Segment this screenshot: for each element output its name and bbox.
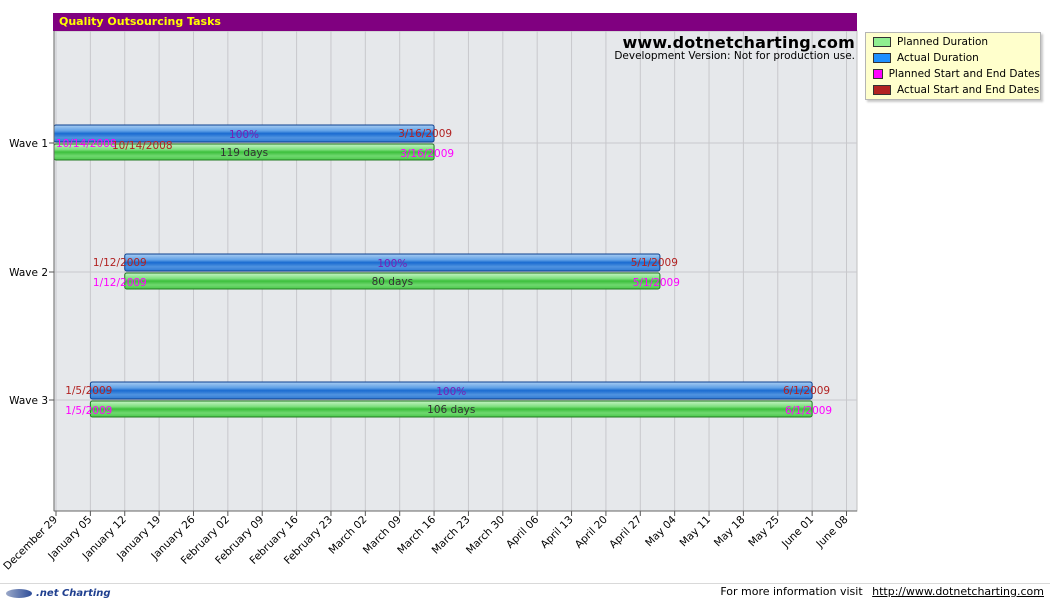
- chart-title-bar: Quality Outsourcing Tasks: [53, 13, 857, 31]
- planned-end-date-label: 5/1/2009: [633, 277, 680, 289]
- x-tick-label: April 06: [504, 513, 541, 550]
- logo-text: .net Charting: [36, 587, 111, 599]
- actual-duration-bar: [124, 253, 661, 272]
- y-category-label: Wave 2: [9, 267, 48, 279]
- percent-complete-label: 100%: [436, 386, 466, 398]
- bar-labels: 100% 119 days 3/16/2009 3/16/2009 10/14/2008…: [56, 128, 832, 417]
- legend-label: Actual Duration: [897, 52, 979, 64]
- legend-swatch: [873, 69, 883, 79]
- percent-complete-label: 100%: [377, 258, 407, 270]
- x-tick-label: April 20: [573, 514, 610, 551]
- planned-end-date-label: 3/16/2009: [400, 148, 454, 160]
- actual-start-date-label: 10/14/2008: [112, 140, 173, 152]
- legend-swatch: [873, 85, 891, 95]
- y-category-label: Wave 1: [9, 138, 48, 150]
- logo-swoosh-icon: [6, 588, 32, 598]
- actual-duration-bar: [89, 381, 813, 400]
- bars: [54, 124, 813, 418]
- legend: Planned Duration Actual Duration Planned…: [865, 32, 1041, 100]
- legend-swatch: [873, 53, 891, 63]
- duration-label: 106 days: [427, 404, 475, 416]
- x-tick-label: April 27: [607, 514, 644, 551]
- planned-start-date-label: 1/5/2009: [65, 405, 112, 417]
- chart-title: Quality Outsourcing Tasks: [59, 15, 221, 28]
- y-category-label: Wave 3: [9, 395, 48, 407]
- footer-info: For more information visit http://www.do…: [720, 585, 1044, 598]
- x-tick-label: April 13: [538, 514, 575, 551]
- planned-start-date-label: 10/14/2008: [56, 138, 117, 150]
- duration-label: 80 days: [372, 276, 413, 288]
- legend-label: Actual Start and End Dates: [897, 84, 1040, 96]
- legend-item-actual-duration: Actual Duration: [866, 50, 1040, 66]
- planned-duration-bar: [124, 272, 661, 290]
- percent-complete-label: 100%: [229, 129, 259, 141]
- legend-label: Planned Start and End Dates: [888, 68, 1040, 80]
- x-tick-label: June 08: [813, 514, 850, 551]
- actual-end-date-label: 3/16/2009: [398, 128, 452, 140]
- legend-item-planned-dates: Planned Start and End Dates: [866, 66, 1040, 82]
- footer-link[interactable]: http://www.dotnetcharting.com: [872, 585, 1044, 598]
- duration-label: 119 days: [220, 147, 268, 159]
- x-tick-label: May 11: [678, 514, 714, 550]
- planned-start-date-label: 1/12/2009: [93, 277, 147, 289]
- planned-duration-bar: [54, 143, 435, 161]
- actual-duration-bar: [54, 124, 435, 143]
- development-note: Development Version: Not for production …: [614, 50, 855, 62]
- actual-end-date-label: 5/1/2009: [631, 257, 678, 269]
- legend-swatch: [873, 37, 891, 47]
- actual-start-date-label: 1/5/2009: [65, 385, 112, 397]
- legend-item-planned-duration: Planned Duration: [866, 34, 1040, 50]
- actual-start-date-label: 1/12/2009: [93, 257, 147, 269]
- planned-end-date-label: 6/1/2009: [785, 405, 832, 417]
- x-tick-label: May 18: [712, 514, 748, 550]
- x-tick-label: May 25: [746, 514, 782, 550]
- x-tick-label: June 01: [779, 514, 816, 551]
- x-tick-label: May 04: [643, 513, 679, 549]
- planned-duration-bar: [89, 400, 813, 418]
- footer-info-text: For more information visit: [720, 585, 863, 598]
- actual-end-date-label: 6/1/2009: [783, 385, 830, 397]
- footer-divider: [0, 583, 1050, 584]
- x-tick-label: December 29: [1, 514, 60, 573]
- brand-watermark: www.dotnetcharting.com: [622, 33, 855, 52]
- legend-label: Planned Duration: [897, 36, 989, 48]
- dotnetcharting-logo[interactable]: .net Charting: [6, 586, 111, 600]
- legend-item-actual-dates: Actual Start and End Dates: [866, 82, 1040, 98]
